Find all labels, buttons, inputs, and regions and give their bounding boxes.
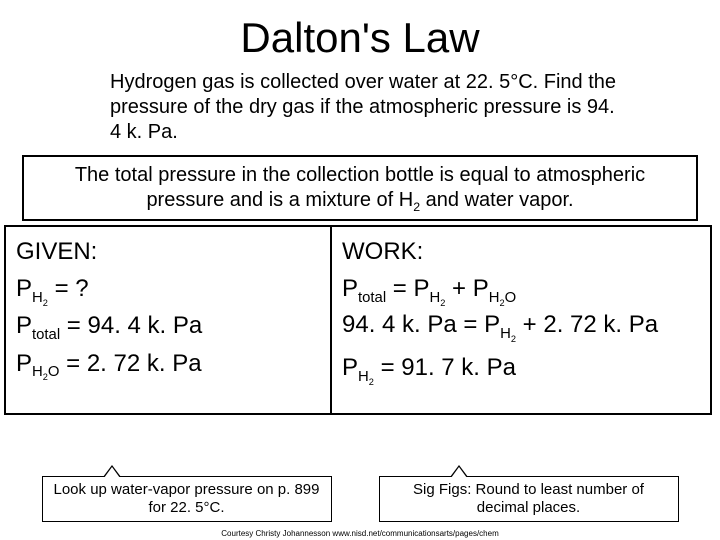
work-line-1: Ptotal = PH2 + PH2O [342,270,700,307]
callout-right: Sig Figs: Round to least number of decim… [379,476,679,522]
callouts: Look up water-vapor pressure on p. 899 f… [0,476,720,522]
callout-left-text: Look up water-vapor pressure on p. 899 f… [54,481,320,516]
given-line-1: PH2 = ? [16,270,320,307]
two-column-layout: GIVEN: PH2 = ? Ptotal = 94. 4 k. Pa PH2O… [4,225,716,415]
problem-statement: Hydrogen gas is collected over water at … [0,70,720,155]
work-column: WORK: Ptotal = PH2 + PH2O 94. 4 k. Pa = … [330,225,712,415]
work-heading: WORK: [342,233,700,270]
slide-title: Dalton's Law [0,0,720,70]
work-line-2: 94. 4 k. Pa = PH2 + 2. 72 k. Pa [342,307,700,343]
callout-tail-icon [103,465,121,477]
given-column: GIVEN: PH2 = ? Ptotal = 94. 4 k. Pa PH2O… [4,225,332,415]
callout-left: Look up water-vapor pressure on p. 899 f… [42,476,332,522]
given-line-2: Ptotal = 94. 4 k. Pa [16,307,320,344]
given-line-3: PH2O = 2. 72 k. Pa [16,345,320,382]
credit-line: Courtesy Christy Johannesson www.nisd.ne… [0,529,720,538]
given-heading: GIVEN: [16,233,320,270]
explanation-box: The total pressure in the collection bot… [22,155,698,221]
callout-right-text: Sig Figs: Round to least number of decim… [413,481,644,516]
callout-tail-icon [450,465,468,477]
work-line-3: PH2 = 91. 7 k. Pa [342,349,700,386]
